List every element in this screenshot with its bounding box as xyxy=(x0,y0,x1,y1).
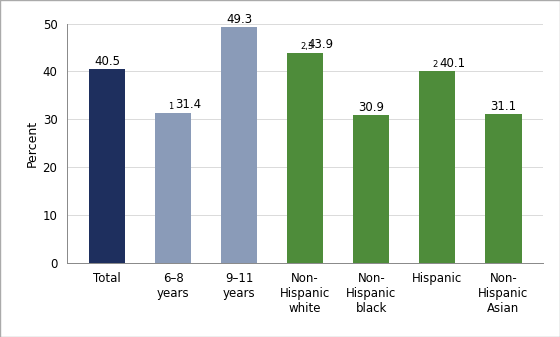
Bar xyxy=(89,69,125,263)
Bar xyxy=(221,27,257,263)
Text: 1: 1 xyxy=(169,102,174,111)
Bar xyxy=(353,115,389,263)
Bar xyxy=(287,53,323,263)
Text: 43.9: 43.9 xyxy=(307,38,333,51)
Bar xyxy=(155,113,191,263)
Y-axis label: Percent: Percent xyxy=(25,120,39,167)
Bar xyxy=(419,71,455,263)
Bar xyxy=(485,114,521,263)
Text: 30.9: 30.9 xyxy=(358,100,384,114)
Text: 40.1: 40.1 xyxy=(439,57,465,69)
Text: 31.4: 31.4 xyxy=(175,98,201,111)
Text: 40.5: 40.5 xyxy=(94,55,120,68)
Text: 2: 2 xyxy=(433,60,438,69)
Text: 49.3: 49.3 xyxy=(226,12,252,26)
Text: 31.1: 31.1 xyxy=(491,100,516,113)
Text: 2,3: 2,3 xyxy=(301,42,314,51)
